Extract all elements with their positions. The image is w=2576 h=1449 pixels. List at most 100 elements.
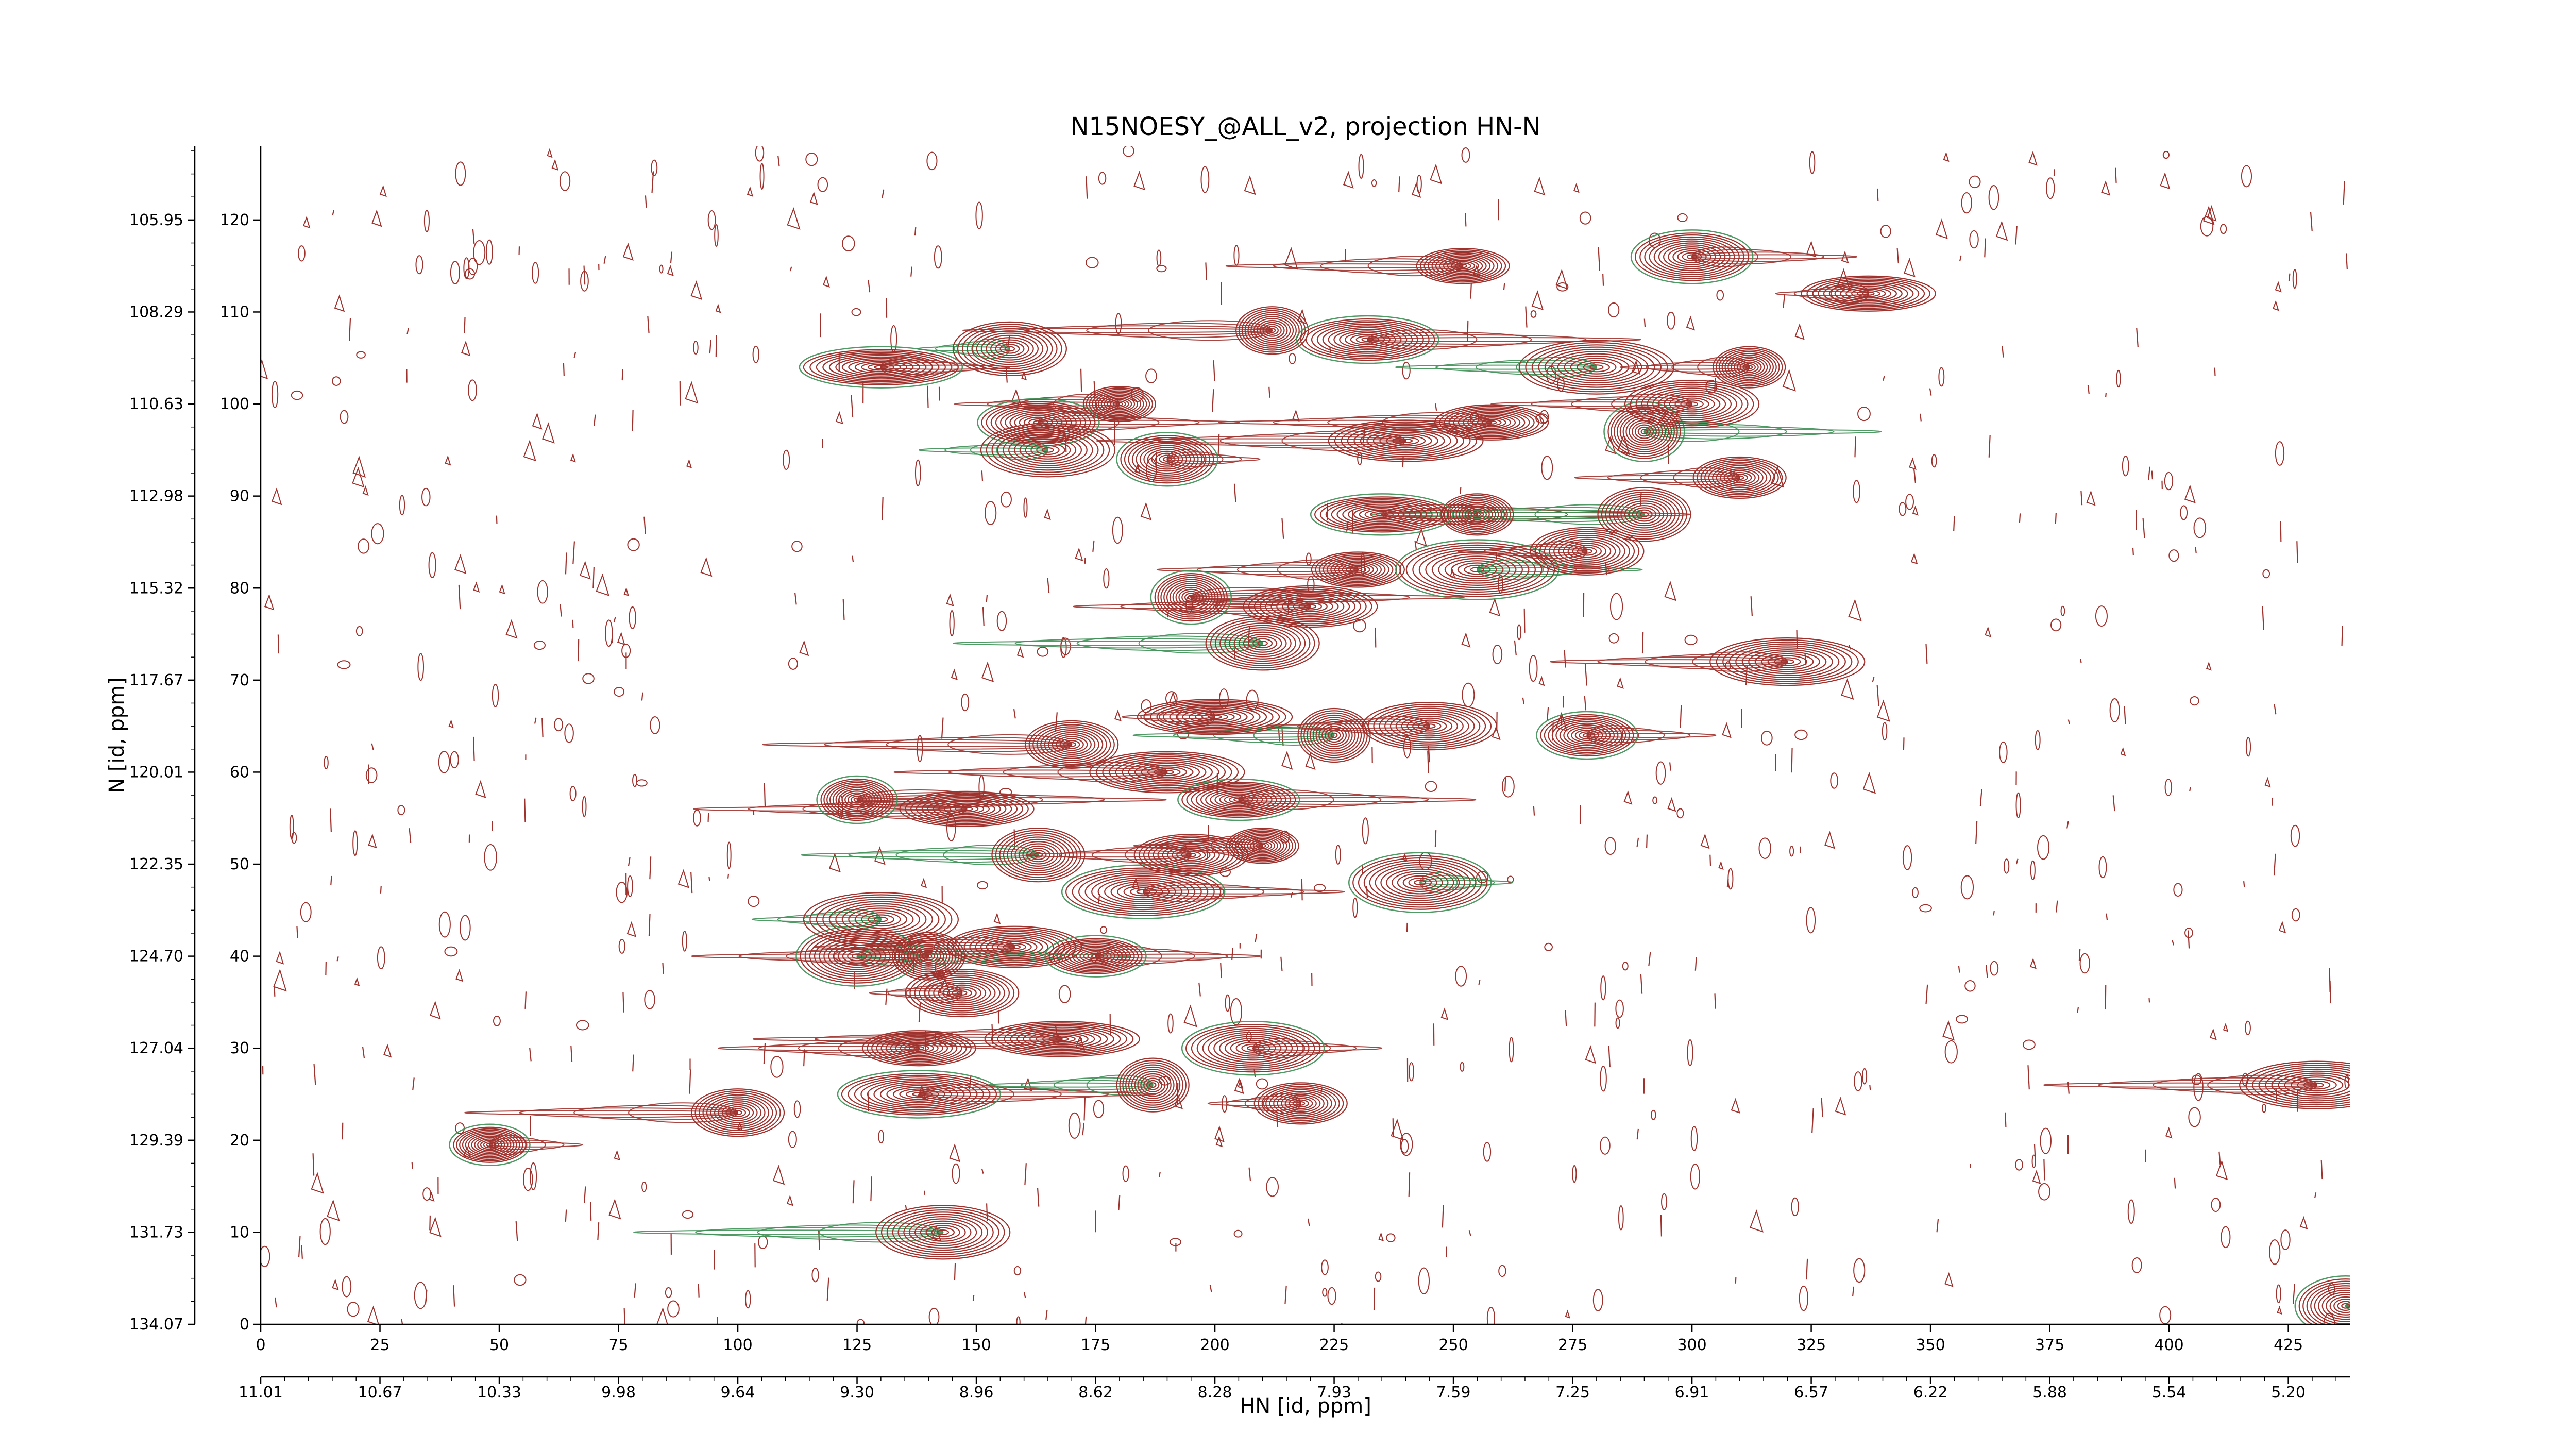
y-index-tick-label: 80 xyxy=(230,579,249,597)
noise-contour xyxy=(1492,645,1503,665)
noise-contour xyxy=(2148,466,2150,480)
noise-contour xyxy=(2195,547,2197,553)
peak-contour xyxy=(837,1070,1002,1119)
noise-contour xyxy=(770,1055,784,1078)
noise-contour xyxy=(1509,1037,1514,1063)
noise-contour xyxy=(805,152,818,166)
noise-contour xyxy=(665,1287,672,1299)
noise-contour xyxy=(2022,1039,2036,1050)
noise-contour xyxy=(1760,730,1773,746)
noise-contour xyxy=(2028,150,2038,166)
noise-contour xyxy=(570,1046,573,1062)
noise-contour xyxy=(492,684,499,707)
noise-contour xyxy=(890,325,897,353)
noise-contour xyxy=(828,852,841,873)
noise-contour xyxy=(1461,632,1471,648)
noise-contour xyxy=(1023,497,1028,518)
noise-contour xyxy=(1680,705,1682,728)
noise-contour xyxy=(667,264,674,276)
noise-contour xyxy=(1362,817,1369,845)
noise-contour xyxy=(1133,171,1145,191)
peak-streak xyxy=(1367,329,1478,350)
noise-contour xyxy=(1255,934,1258,942)
noise-contour xyxy=(1100,926,1108,934)
noise-contour xyxy=(1959,255,1962,262)
noise-contour xyxy=(961,693,970,712)
noise-contour xyxy=(1664,581,1676,601)
noise-contour xyxy=(291,390,303,400)
noise-contour xyxy=(1233,1229,1243,1238)
noise-contour xyxy=(677,869,689,888)
x-index-tick-label: 150 xyxy=(961,1336,991,1354)
noise-contour xyxy=(475,780,486,798)
noise-contour xyxy=(1686,315,1696,331)
noise-contour xyxy=(851,395,854,417)
noise-contour xyxy=(1848,598,1862,621)
noise-contour xyxy=(1579,211,1591,225)
noise-contour xyxy=(641,692,643,701)
noise-contour xyxy=(1198,982,1201,997)
noise-contour xyxy=(682,1210,694,1219)
y-axis-label: N [id, ppm] xyxy=(105,677,129,794)
peak-streak xyxy=(938,1029,1063,1050)
noise-contour xyxy=(340,410,349,424)
noise-contour xyxy=(1501,776,1515,798)
noise-contour xyxy=(1652,796,1658,804)
noise-contour xyxy=(799,640,809,656)
noise-contour xyxy=(2275,281,2282,293)
peak-streak xyxy=(1697,357,1750,378)
noise-contour xyxy=(777,156,780,167)
noise-contour xyxy=(1281,750,1293,770)
noise-contour xyxy=(670,251,673,263)
noise-contour xyxy=(748,896,760,907)
noise-contour xyxy=(1979,789,1982,806)
noise-contour xyxy=(274,984,276,997)
noise-contour xyxy=(301,1245,303,1259)
noise-contour xyxy=(952,1163,960,1184)
noise-contour xyxy=(1214,1125,1225,1142)
noise-contour xyxy=(1244,175,1256,195)
peak-contour xyxy=(861,1030,977,1067)
noise-contour xyxy=(298,245,306,262)
noise-contour xyxy=(951,668,958,680)
noise-contour xyxy=(772,1165,785,1185)
noise-contour xyxy=(786,1194,793,1206)
noise-contour xyxy=(409,828,412,843)
noise-contour xyxy=(2002,345,2004,358)
noise-contour xyxy=(623,587,629,596)
noise-contour xyxy=(826,1277,829,1302)
noise-contour xyxy=(2242,1072,2248,1087)
noise-contour xyxy=(1600,1136,1611,1155)
noise-contour xyxy=(1655,761,1666,785)
noise-contour xyxy=(2275,441,2285,466)
noise-contour xyxy=(1783,294,1786,309)
noise-contour xyxy=(1514,640,1517,655)
noise-contour xyxy=(1623,790,1633,805)
noise-contour xyxy=(2112,795,2115,812)
x-ppm-tick-label: 5.20 xyxy=(2271,1384,2306,1402)
peak-streak xyxy=(924,983,963,1004)
noise-contour xyxy=(1213,360,1215,381)
noise-contour xyxy=(1416,528,1427,547)
noise-contour xyxy=(499,584,505,595)
peak-contour xyxy=(899,790,1035,827)
noise-contour xyxy=(1378,1232,1384,1241)
noise-contour xyxy=(1573,182,1580,193)
y-ppm-tick-label: 120.01 xyxy=(129,763,183,781)
noise-contour xyxy=(2191,1074,2202,1085)
noise-contour xyxy=(2329,981,2331,1004)
y-index-tick-label: 20 xyxy=(230,1132,249,1150)
noise-contour xyxy=(1409,1062,1414,1082)
noise-contour xyxy=(2030,860,2036,880)
noise-contour xyxy=(882,497,884,520)
noise-contour xyxy=(2310,212,2313,231)
noise-contour xyxy=(1572,1165,1577,1183)
noise-contour xyxy=(298,1236,301,1257)
noise-contour xyxy=(2262,569,2270,579)
noise-contour xyxy=(573,352,577,358)
noise-contour xyxy=(371,523,384,545)
peak-contour xyxy=(449,1123,531,1166)
noise-contour xyxy=(1013,709,1016,719)
noise-contour xyxy=(455,969,464,982)
